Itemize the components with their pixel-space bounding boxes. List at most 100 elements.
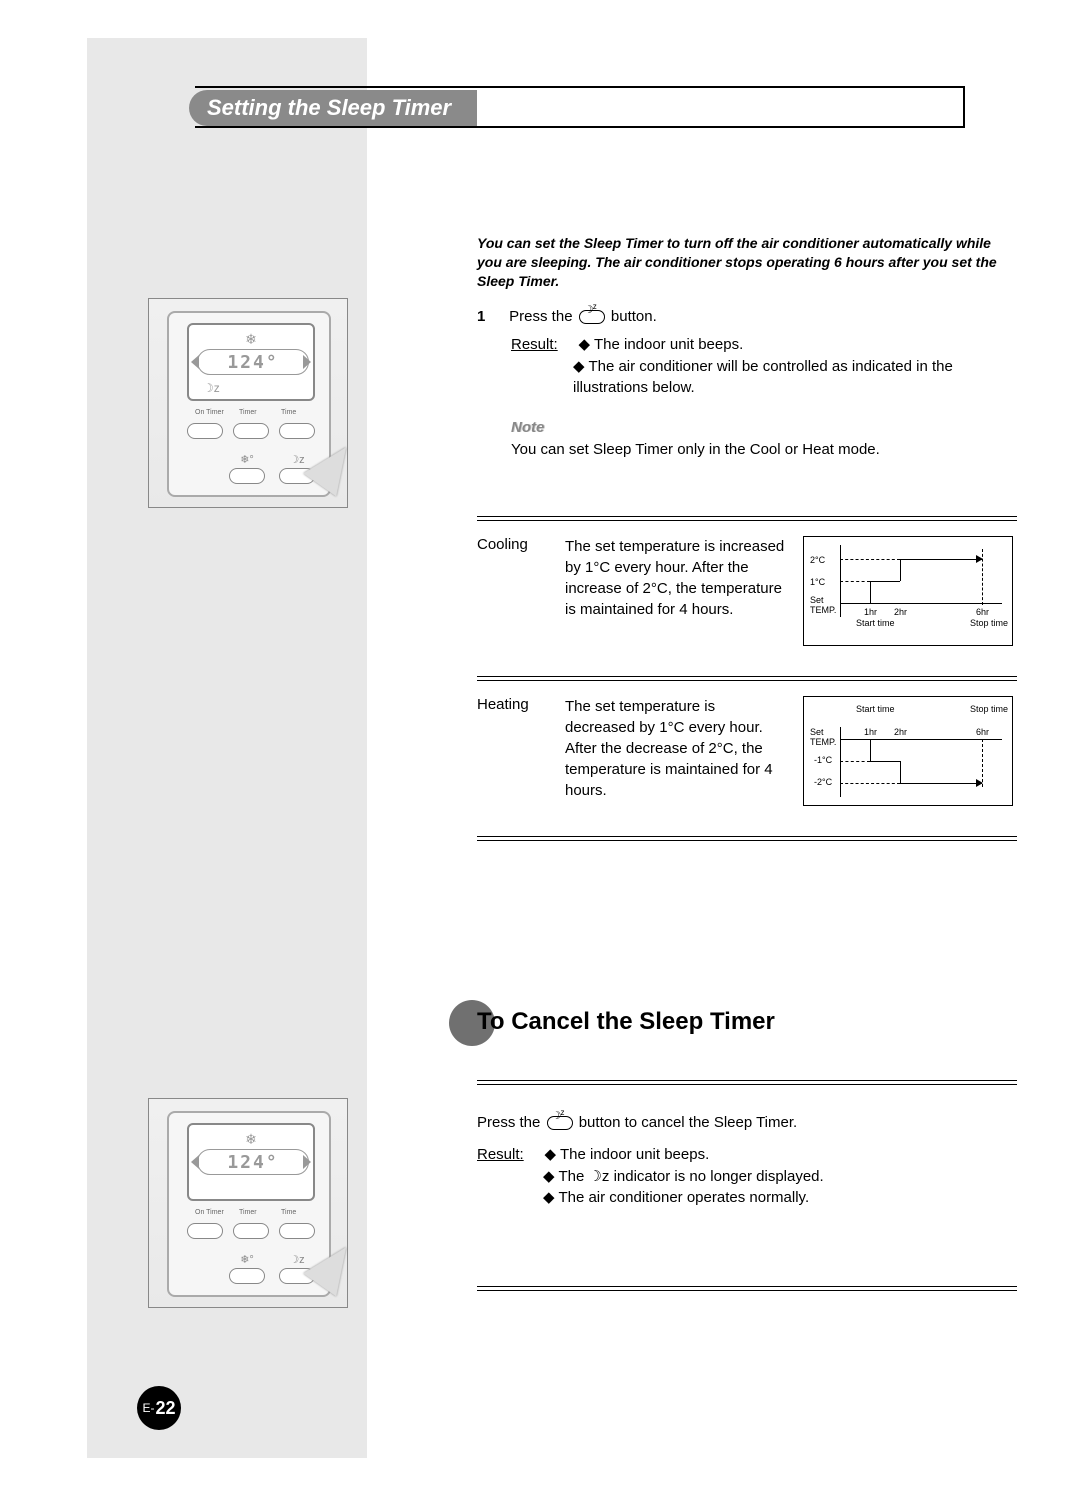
sleep-mode-icon: ☽z — [289, 1253, 304, 1266]
btn-label-on-timer: On Timer — [195, 409, 224, 416]
xcap-stop: Stop time — [970, 619, 1008, 629]
arrow-icon — [976, 555, 983, 563]
page-number: 22 — [155, 1398, 175, 1419]
note-text: You can set Sleep Timer only in the Cool… — [511, 439, 961, 461]
result-item-2: The air conditioner will be controlled a… — [573, 358, 953, 397]
result2-item-2: The ☽z indicator is no longer displayed. — [543, 1168, 824, 1185]
btn-label-on-timer: On Timer — [195, 1209, 224, 1216]
note-label: Note — [511, 417, 571, 439]
btn-label-timer: Timer — [239, 409, 257, 416]
temp-mode-button[interactable]: ❄° — [229, 453, 265, 484]
ylabel-temp-h: TEMP. — [810, 737, 836, 747]
sleep-button-icon — [579, 310, 605, 324]
temp-mode-icon: ❄° — [240, 1253, 254, 1266]
result2-item-3: The air conditioner operates normally. — [543, 1189, 809, 1206]
time-button[interactable] — [279, 1223, 315, 1239]
ylabel-m1c: -1°C — [814, 755, 832, 765]
lcd-temperature: 124° — [197, 1149, 309, 1175]
chart-line — [900, 761, 901, 783]
heating-chart: Start time Stop time 1hr 2hr 6hr Set TEM… — [803, 696, 1013, 806]
page-number-badge: E-22 — [137, 1386, 181, 1430]
on-timer-button[interactable] — [187, 423, 223, 439]
divider — [477, 1080, 1017, 1085]
xcap-stop-h: Stop time — [970, 705, 1008, 715]
btn-label-time: Time — [281, 409, 296, 416]
chart-line — [870, 761, 900, 762]
xtick-1hr-h: 1hr — [864, 727, 877, 737]
chart-dash — [840, 783, 900, 784]
chart-dash — [840, 559, 900, 560]
remote-illustration-2: ❄ 124° On Timer Timer Time ❄° ☽z — [148, 1098, 348, 1308]
result-label: Result: — [511, 336, 558, 353]
result2-item-1: The indoor unit beeps. — [545, 1146, 710, 1163]
chart-line — [840, 603, 870, 604]
ylabel-temp: TEMP. — [810, 605, 836, 615]
time-button[interactable] — [279, 423, 315, 439]
xtick-6hr-h: 6hr — [976, 727, 989, 737]
sleep-button-icon — [547, 1116, 573, 1130]
ylabel-2c: 2°C — [810, 555, 825, 565]
chart-dash — [840, 761, 870, 762]
page-container: Setting the Sleep Timer You can set the … — [87, 38, 997, 1458]
chart-line — [840, 739, 870, 740]
ylabel-set-h: Set — [810, 727, 824, 737]
chart-y-axis — [840, 727, 841, 797]
result-item-1: The indoor unit beeps. — [579, 336, 744, 353]
chart-line — [870, 581, 871, 603]
sleep-mode-icon: ☽z — [289, 453, 304, 466]
xtick-6hr: 6hr — [976, 607, 989, 617]
xtick-2hr: 2hr — [894, 607, 907, 617]
step-number: 1 — [477, 306, 505, 328]
cooling-row: Cooling The set temperature is increased… — [477, 536, 1017, 646]
chart-line — [870, 581, 900, 582]
divider — [477, 836, 1017, 841]
remote-button-row — [187, 423, 315, 439]
remote-button-row-2: ❄° ☽z — [229, 1253, 315, 1284]
chart-dash — [840, 581, 870, 582]
remote-lcd: ❄ 124° ☽z — [187, 323, 315, 401]
press-the-text-2: Press the — [477, 1114, 540, 1131]
on-timer-button[interactable] — [187, 1223, 223, 1239]
xtick-2hr-h: 2hr — [894, 727, 907, 737]
chart-line — [900, 559, 901, 581]
button-word: button. — [611, 308, 657, 325]
button-suffix: button to cancel the Sleep Timer. — [579, 1114, 797, 1131]
result-label-2: Result: — [477, 1146, 524, 1163]
chart-line — [900, 783, 982, 784]
sleep-icon: ☽z — [203, 381, 220, 395]
arrow-icon — [976, 779, 983, 787]
section-title: Setting the Sleep Timer — [189, 90, 477, 126]
remote-lcd: ❄ 124° — [187, 1123, 315, 1201]
timer-button[interactable] — [233, 423, 269, 439]
remote-button-row-2: ❄° ☽z — [229, 453, 315, 484]
temp-mode-button[interactable]: ❄° — [229, 1253, 265, 1284]
divider — [477, 1286, 1017, 1291]
cancel-step: Press the button to cancel the Sleep Tim… — [477, 1112, 1017, 1209]
cooling-description: The set temperature is increased by 1°C … — [565, 536, 785, 646]
page-number-prefix: E- — [142, 1401, 154, 1415]
lcd-temperature: 124° — [197, 349, 309, 375]
btn-label-time: Time — [281, 1209, 296, 1216]
ylabel-m2c: -2°C — [814, 777, 832, 787]
ylabel-1c: 1°C — [810, 577, 825, 587]
intro-text: You can set the Sleep Timer to turn off … — [477, 234, 1017, 291]
xcap-start-h: Start time — [856, 705, 895, 715]
step-1: 1 Press the button. Result: The indoor u… — [477, 306, 1017, 461]
press-the-text: Press the — [509, 308, 572, 325]
remote-illustration-1: ❄ 124° ☽z On Timer Timer Time ❄° ☽z — [148, 298, 348, 508]
xtick-1hr: 1hr — [864, 607, 877, 617]
divider — [477, 516, 1017, 521]
snowflake-icon: ❄ — [245, 331, 257, 348]
section2-title: To Cancel the Sleep Timer — [477, 1008, 775, 1036]
ylabel-set: Set — [810, 595, 824, 605]
timer-button[interactable] — [233, 1223, 269, 1239]
heating-row: Heating The set temperature is decreased… — [477, 696, 1017, 806]
temp-mode-icon: ❄° — [240, 453, 254, 466]
cooling-label: Cooling — [477, 536, 547, 646]
heating-label: Heating — [477, 696, 547, 806]
chart-line — [900, 559, 982, 560]
xcap-start: Start time — [856, 619, 895, 629]
remote-button-row — [187, 1223, 315, 1239]
divider — [477, 676, 1017, 681]
cooling-chart: 2°C 1°C Set TEMP. 1hr 2hr 6hr Start time… — [803, 536, 1013, 646]
